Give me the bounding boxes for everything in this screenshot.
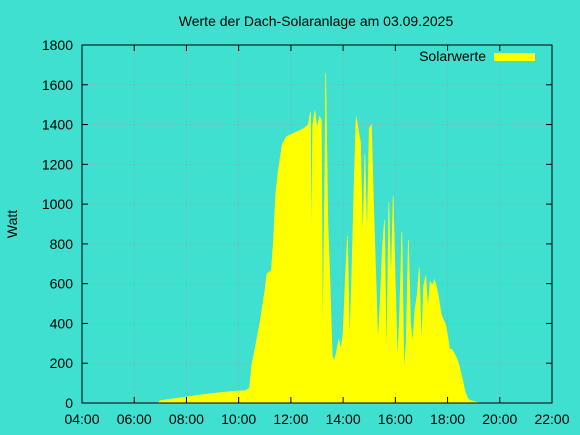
y-tick-label: 1800 — [42, 37, 73, 53]
series-area-solarwerte — [157, 72, 483, 404]
x-tick-label: 04:00 — [64, 411, 99, 427]
y-tick-label: 800 — [50, 236, 74, 252]
x-tick-label: 22:00 — [534, 411, 569, 427]
plot-frame — [81, 44, 553, 404]
x-tick-label: 14:00 — [326, 411, 361, 427]
y-tick-label: 1200 — [42, 156, 73, 172]
x-tick-label: 08:00 — [169, 411, 204, 427]
legend-swatch — [494, 53, 535, 61]
x-tick-label: 20:00 — [482, 411, 517, 427]
y-tick-label: 1600 — [42, 77, 73, 93]
y-tick-label: 600 — [50, 276, 74, 292]
y-tick-label: 200 — [50, 355, 74, 371]
y-tick-label: 0 — [65, 395, 73, 411]
x-tick-label: 16:00 — [378, 411, 413, 427]
legend-label: Solarwerte — [419, 48, 486, 64]
y-tick-label: 400 — [50, 315, 74, 331]
series-area-group — [157, 72, 483, 404]
chart-title: Werte der Dach-Solaranlage am 03.09.2025 — [179, 13, 454, 29]
x-tick-label: 10:00 — [221, 411, 256, 427]
y-tick-label: 1000 — [42, 196, 73, 212]
x-tick-label: 06:00 — [117, 411, 152, 427]
y-axis-label: Watt — [4, 210, 20, 238]
y-tick-label: 1400 — [42, 117, 73, 133]
x-tick-label: 12:00 — [273, 411, 308, 427]
x-tick-label: 18:00 — [430, 411, 465, 427]
legend: Solarwerte — [419, 48, 535, 64]
tick-labels: 0 200 400 600 800 1000 1200 1400 1600 1800 04:00 06… — [42, 37, 570, 427]
axes — [81, 44, 553, 404]
